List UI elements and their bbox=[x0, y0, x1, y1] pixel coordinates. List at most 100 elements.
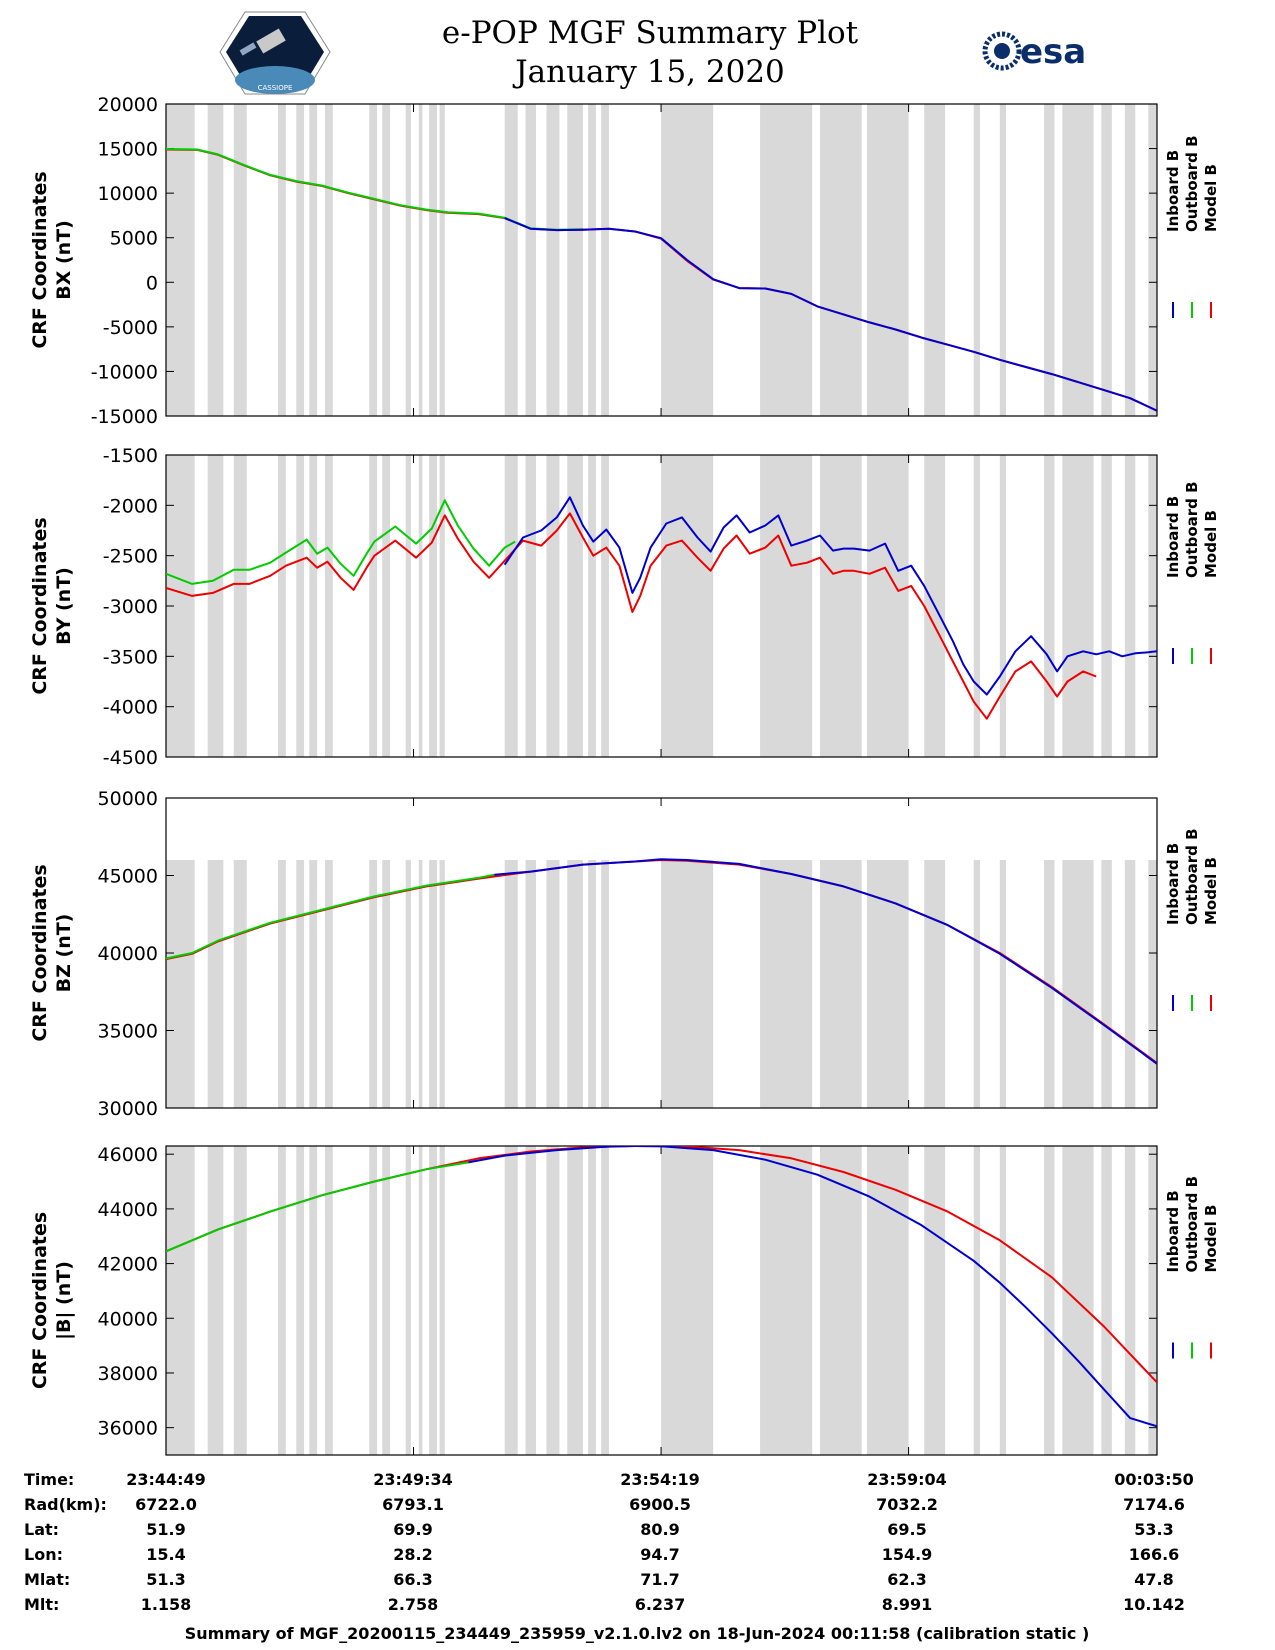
y-tick-label: -15000 bbox=[91, 406, 158, 428]
data-gap-shade bbox=[760, 860, 813, 1108]
data-gap-shade bbox=[418, 104, 423, 416]
table-cell: 23:49:34 bbox=[373, 1470, 453, 1489]
series-line-inboard-b bbox=[504, 217, 1157, 412]
data-gap-shade bbox=[588, 1146, 596, 1455]
data-gap-shade bbox=[999, 1146, 1007, 1455]
data-gap-shade bbox=[999, 455, 1007, 757]
data-gap-shade bbox=[207, 104, 224, 416]
data-gap-shade bbox=[207, 860, 224, 1108]
data-gap-shade bbox=[309, 860, 318, 1108]
data-gap-shade bbox=[525, 860, 536, 1108]
table-row-label: Mlt: bbox=[24, 1595, 59, 1614]
y-tick-label: 20000 bbox=[98, 94, 158, 116]
y-tick-label: 15000 bbox=[98, 139, 158, 161]
data-gap-shade bbox=[924, 1146, 946, 1455]
data-gap-shade bbox=[1062, 860, 1094, 1108]
data-gap-shade bbox=[429, 104, 437, 416]
data-gap-shade bbox=[439, 1146, 445, 1455]
data-gap-shade bbox=[924, 104, 946, 416]
data-gap-shade bbox=[1124, 455, 1136, 757]
data-gap-shade bbox=[233, 455, 247, 757]
data-gap-shade bbox=[382, 860, 391, 1108]
table-cell: 6722.0 bbox=[135, 1495, 197, 1514]
data-gap-shade bbox=[324, 1146, 333, 1455]
data-gap-shade bbox=[1148, 860, 1157, 1108]
y-tick-label: 42000 bbox=[98, 1254, 158, 1276]
data-gap-shade bbox=[760, 1146, 813, 1455]
legend-label: Outboard B bbox=[1183, 828, 1201, 925]
data-gap-shade bbox=[1148, 104, 1157, 416]
y-tick-label: 45000 bbox=[98, 866, 158, 888]
data-gap-shade bbox=[1062, 1146, 1094, 1455]
data-gap-shade bbox=[233, 1146, 247, 1455]
table-cell: 10.142 bbox=[1123, 1595, 1185, 1614]
data-gap-shade bbox=[369, 1146, 378, 1455]
panel-by: -4500 -4000 -3500 -3000 -2500 -2000 -1500 CRF C… bbox=[29, 445, 1220, 769]
table-cell: 62.3 bbox=[887, 1570, 926, 1589]
data-gap-shade bbox=[601, 860, 609, 1108]
data-gap-shade bbox=[999, 860, 1007, 1108]
data-gap-shade bbox=[1101, 104, 1112, 416]
y-axis-label-line1: CRF Coordinates bbox=[29, 864, 51, 1041]
y-tick-label: 36000 bbox=[98, 1418, 158, 1440]
data-gap-shade bbox=[309, 104, 318, 416]
y-axis-label-line2: BZ (nT) bbox=[53, 914, 75, 993]
data-gap-shade bbox=[382, 1146, 391, 1455]
data-gap-shade bbox=[504, 104, 518, 416]
data-gap-shade bbox=[405, 104, 411, 416]
legend-label: Inboard B bbox=[1164, 150, 1182, 232]
y-axis-label-line2: BX (nT) bbox=[53, 220, 75, 300]
y-tick-label: -5000 bbox=[103, 317, 158, 339]
data-gap-shade bbox=[546, 1146, 560, 1455]
table-cell: 1.158 bbox=[141, 1595, 192, 1614]
table-cell: 23:59:04 bbox=[867, 1470, 947, 1489]
data-gap-shade bbox=[324, 104, 333, 416]
data-gap-shade bbox=[820, 104, 862, 416]
data-gap-shade bbox=[166, 104, 195, 416]
data-gap-shade bbox=[525, 455, 536, 757]
footer-summary: Summary of MGF_20200115_234449_235959_v2… bbox=[185, 1624, 1090, 1643]
data-gap-shade bbox=[1044, 104, 1055, 416]
table-row-label: Rad(km): bbox=[24, 1495, 107, 1514]
data-gap-shade bbox=[973, 104, 980, 416]
y-tick-label: 35000 bbox=[98, 1021, 158, 1043]
data-gap-shade bbox=[866, 1146, 909, 1455]
data-gap-shade bbox=[973, 1146, 980, 1455]
data-gap-shade bbox=[546, 104, 560, 416]
data-gap-shade bbox=[567, 104, 583, 416]
series-line-outboard-b bbox=[166, 1161, 469, 1253]
table-cell: 53.3 bbox=[1134, 1520, 1173, 1539]
y-tick-label: 50000 bbox=[98, 788, 158, 810]
data-gap-shade bbox=[429, 455, 437, 757]
legend-label: Inboard B bbox=[1164, 1190, 1182, 1272]
data-gap-shade bbox=[233, 104, 247, 416]
data-gap-shade bbox=[1101, 860, 1112, 1108]
data-gap-shade bbox=[661, 1146, 714, 1455]
table-cell: 66.3 bbox=[393, 1570, 432, 1589]
table-cell: 71.7 bbox=[640, 1570, 679, 1589]
data-gap-shade bbox=[429, 1146, 437, 1455]
data-gap-shade bbox=[382, 455, 391, 757]
y-tick-label: 46000 bbox=[98, 1144, 158, 1166]
data-gap-shade bbox=[233, 860, 247, 1108]
table-cell: 7032.2 bbox=[876, 1495, 938, 1514]
data-gap-shade bbox=[1148, 1146, 1157, 1455]
series-line-inboard-b bbox=[468, 1146, 1157, 1428]
y-axis-label-line2: BY (nT) bbox=[53, 567, 75, 645]
data-gap-shade bbox=[439, 104, 445, 416]
data-gap-shade bbox=[1124, 860, 1136, 1108]
data-gap-shade bbox=[1062, 455, 1094, 757]
data-gap-shade bbox=[504, 1146, 518, 1455]
data-gap-shade bbox=[278, 860, 286, 1108]
table-cell: 28.2 bbox=[393, 1545, 432, 1564]
data-gap-shade bbox=[278, 104, 286, 416]
data-gap-shade bbox=[296, 104, 305, 416]
y-tick-label: -4500 bbox=[103, 747, 158, 769]
data-gap-shade bbox=[924, 860, 946, 1108]
table-cell: 6900.5 bbox=[629, 1495, 691, 1514]
panel-bmag: 36000 38000 40000 42000 44000 46000 CRF Coordi… bbox=[29, 1144, 1220, 1456]
legend-label: Inboard B bbox=[1164, 843, 1182, 925]
legend-label: Outboard B bbox=[1183, 1176, 1201, 1273]
orbit-info-table: Time: Rad(km): Lat: Lon: Mlat: Mlt: 23:44:49 67… bbox=[24, 1470, 1194, 1614]
